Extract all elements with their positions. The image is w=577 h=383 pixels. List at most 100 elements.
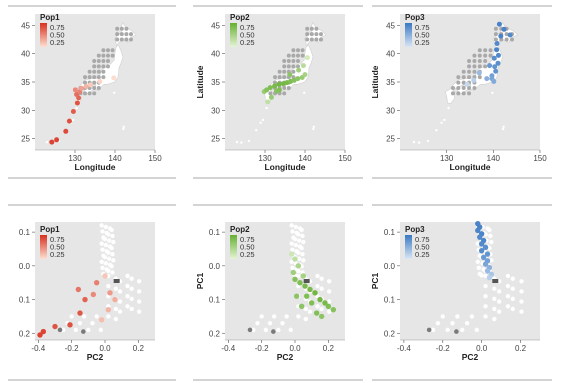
background-point bbox=[493, 32, 498, 37]
background-point bbox=[106, 53, 110, 58]
island-shape bbox=[447, 106, 450, 110]
data-point bbox=[54, 137, 60, 143]
background-point bbox=[461, 85, 466, 90]
background-point bbox=[303, 316, 309, 322]
background-point bbox=[125, 283, 130, 289]
background-point bbox=[464, 320, 470, 326]
background-point bbox=[467, 59, 472, 64]
data-point bbox=[302, 72, 308, 78]
background-point bbox=[461, 69, 466, 74]
legend-tick-label: 0.75 bbox=[240, 235, 255, 244]
data-point bbox=[308, 300, 315, 306]
background-point bbox=[136, 279, 142, 284]
x-tick-label: 130 bbox=[68, 154, 82, 163]
background-point bbox=[505, 293, 511, 299]
background-point bbox=[110, 53, 115, 58]
background-point bbox=[309, 37, 314, 42]
x-tick-label: 130 bbox=[258, 154, 272, 163]
background-point bbox=[61, 327, 66, 333]
background-point bbox=[125, 273, 130, 279]
legend-colorbar bbox=[405, 23, 412, 47]
background-point bbox=[289, 241, 294, 246]
background-point bbox=[119, 32, 124, 37]
y-axis-title: Latitude bbox=[370, 65, 380, 98]
background-point bbox=[282, 64, 287, 69]
data-point bbox=[295, 263, 302, 269]
x-tick-label: 140 bbox=[487, 154, 501, 163]
background-point bbox=[450, 320, 455, 326]
background-point bbox=[267, 320, 273, 326]
data-point bbox=[107, 290, 113, 296]
background-point bbox=[469, 314, 475, 319]
background-point bbox=[450, 85, 455, 90]
data-point bbox=[93, 279, 100, 286]
y-tick-label: 0.0 bbox=[384, 262, 396, 271]
background-point bbox=[290, 229, 295, 234]
background-point bbox=[100, 229, 105, 234]
background-point bbox=[273, 75, 277, 80]
background-point bbox=[487, 227, 492, 233]
background-point bbox=[87, 75, 92, 80]
background-point bbox=[493, 26, 498, 31]
x-tick-label: 0.2 bbox=[515, 344, 527, 353]
background-point bbox=[314, 37, 319, 42]
data-point bbox=[507, 32, 513, 38]
data-point bbox=[67, 322, 73, 328]
legend-tick-label: 0.25 bbox=[240, 250, 255, 259]
y-axis-title: PC1 bbox=[370, 272, 380, 289]
background-point bbox=[291, 59, 296, 64]
background-point bbox=[467, 69, 472, 74]
island-shape bbox=[71, 118, 75, 122]
background-point bbox=[109, 264, 114, 269]
background-point bbox=[450, 91, 455, 96]
background-point bbox=[83, 91, 87, 96]
background-point bbox=[300, 251, 305, 257]
data-point bbox=[98, 317, 105, 323]
x-axis-title: PC2 bbox=[87, 352, 104, 362]
background-point bbox=[510, 276, 515, 281]
data-point bbox=[477, 234, 483, 240]
data-point bbox=[276, 81, 282, 87]
y-tick-label: 0.1 bbox=[384, 296, 396, 305]
island-shape bbox=[417, 141, 421, 144]
background-point bbox=[510, 286, 515, 291]
x-tick-label: -0.2 bbox=[255, 344, 269, 353]
data-point bbox=[74, 100, 80, 106]
background-point bbox=[314, 26, 319, 31]
data-point bbox=[325, 303, 332, 309]
y-tick-label: 25 bbox=[21, 135, 30, 144]
data-point bbox=[111, 75, 117, 81]
background-point bbox=[296, 314, 301, 319]
background-point bbox=[106, 59, 110, 64]
panel-pca-pop3: -0.4 -0.2 0.0 0.2 0.1 0.0 0.1 0.2 PC2 PC1 Pop30.75… bbox=[370, 220, 540, 362]
y-tick-label: 25 bbox=[211, 135, 220, 144]
data-point bbox=[268, 94, 274, 100]
background-point bbox=[296, 232, 301, 237]
background-point bbox=[124, 26, 129, 31]
background-point bbox=[504, 37, 509, 42]
island-shape bbox=[113, 91, 116, 94]
legend-tick-label: 0.50 bbox=[240, 31, 255, 40]
background-point bbox=[296, 238, 302, 243]
legend-title: Pop1 bbox=[40, 225, 60, 234]
legend-tick-label: 0.75 bbox=[50, 23, 65, 32]
x-axis-title: PC2 bbox=[462, 352, 479, 362]
data-point bbox=[102, 273, 108, 279]
background-point bbox=[326, 289, 332, 294]
island-shape bbox=[443, 118, 446, 122]
y-tick-label: 0.2 bbox=[19, 329, 31, 338]
background-point bbox=[129, 32, 133, 37]
background-point bbox=[492, 306, 497, 312]
background-point bbox=[113, 286, 119, 291]
background-point bbox=[315, 273, 320, 279]
background-point bbox=[315, 304, 320, 309]
y-tick-label: 0.2 bbox=[384, 329, 396, 338]
data-point bbox=[97, 78, 103, 84]
x-tick-label: 0.2 bbox=[323, 344, 335, 353]
centroid-mark bbox=[113, 279, 120, 283]
background-point bbox=[461, 91, 466, 96]
background-point bbox=[475, 241, 480, 246]
background-point bbox=[102, 236, 108, 242]
legend-tick-label: 0.25 bbox=[50, 250, 65, 259]
data-point bbox=[475, 227, 481, 234]
